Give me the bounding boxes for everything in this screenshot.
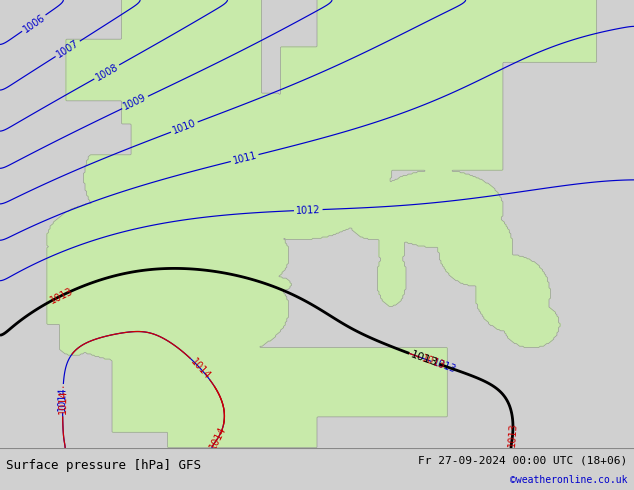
Text: 1013: 1013: [507, 422, 519, 447]
Text: Surface pressure [hPa] GFS: Surface pressure [hPa] GFS: [6, 459, 202, 471]
Text: 1008: 1008: [94, 62, 120, 82]
Text: ©weatheronline.co.uk: ©weatheronline.co.uk: [510, 475, 628, 485]
Text: 1011: 1011: [231, 150, 258, 166]
Text: 1014: 1014: [188, 356, 212, 381]
Text: 1014: 1014: [58, 386, 68, 411]
Text: 1009: 1009: [122, 93, 148, 112]
Text: 1007: 1007: [55, 38, 81, 60]
Text: 1013: 1013: [432, 357, 458, 375]
Text: 1010: 1010: [171, 118, 198, 136]
Text: 1013: 1013: [410, 349, 439, 368]
Text: 1014: 1014: [58, 390, 68, 415]
Text: 1014: 1014: [208, 425, 228, 451]
Text: 1012: 1012: [295, 205, 321, 216]
Text: Fr 27-09-2024 00:00 UTC (18+06): Fr 27-09-2024 00:00 UTC (18+06): [418, 456, 628, 466]
Text: 1013: 1013: [49, 286, 75, 305]
Text: 1006: 1006: [21, 12, 47, 34]
Text: 1013: 1013: [420, 353, 447, 371]
